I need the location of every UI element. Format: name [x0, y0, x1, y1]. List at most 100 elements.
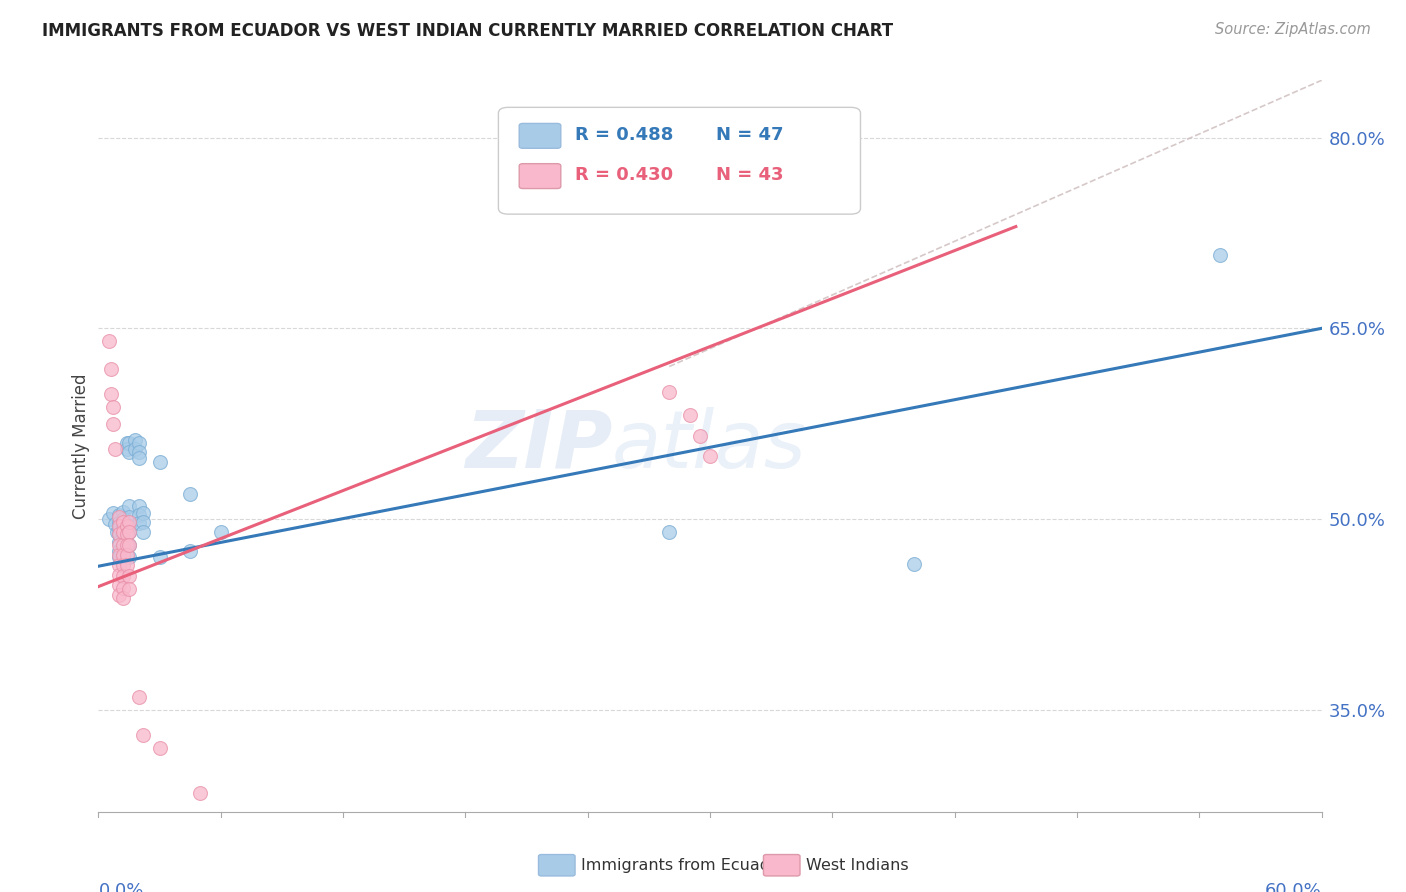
Point: [128, 508, 150, 523]
Point: [903, 557, 925, 571]
Point: [128, 690, 150, 705]
Text: ZIP: ZIP: [465, 407, 612, 485]
Point: [149, 455, 172, 469]
Point: [104, 517, 127, 532]
Point: [108, 589, 131, 603]
Point: [108, 535, 131, 549]
Point: [118, 538, 141, 552]
Text: N = 47: N = 47: [716, 126, 783, 145]
Point: [128, 500, 150, 514]
Point: [111, 591, 134, 605]
Point: [149, 550, 172, 565]
Point: [209, 524, 232, 539]
Point: [111, 518, 134, 533]
Point: [111, 581, 134, 595]
Point: [699, 449, 721, 463]
Point: [679, 408, 702, 422]
Point: [111, 538, 134, 552]
Point: [149, 741, 172, 756]
Point: [101, 401, 124, 415]
Point: [115, 518, 138, 533]
Point: [128, 451, 150, 466]
Point: [115, 442, 138, 457]
Point: [118, 515, 141, 529]
Text: N = 43: N = 43: [716, 167, 783, 185]
Point: [658, 384, 681, 399]
Point: [108, 521, 131, 535]
Text: Immigrants from Ecuador: Immigrants from Ecuador: [581, 858, 786, 872]
Point: [108, 518, 131, 533]
Point: [179, 544, 201, 558]
FancyBboxPatch shape: [519, 123, 561, 148]
Point: [118, 538, 141, 552]
Point: [124, 442, 146, 457]
Point: [118, 569, 141, 583]
Point: [101, 506, 124, 520]
Point: [115, 558, 138, 572]
Point: [188, 786, 212, 800]
Point: [111, 558, 134, 572]
Point: [101, 417, 124, 431]
Point: [124, 434, 146, 448]
Point: [179, 486, 201, 500]
Point: [118, 509, 141, 524]
Point: [108, 516, 131, 530]
Text: 60.0%: 60.0%: [1265, 881, 1322, 892]
Point: [108, 558, 131, 572]
Point: [118, 524, 141, 539]
Text: R = 0.488: R = 0.488: [575, 126, 673, 145]
Point: [658, 524, 681, 539]
Point: [108, 550, 131, 565]
Point: [118, 524, 141, 539]
Point: [105, 524, 128, 539]
Point: [111, 512, 134, 526]
FancyBboxPatch shape: [498, 107, 860, 214]
Point: [111, 548, 134, 562]
Point: [104, 442, 127, 457]
Point: [111, 504, 134, 518]
Text: West Indians: West Indians: [806, 858, 908, 872]
Point: [97, 512, 120, 526]
Point: [132, 515, 155, 529]
Point: [108, 538, 131, 552]
Y-axis label: Currently Married: Currently Married: [72, 373, 90, 519]
Point: [132, 506, 155, 520]
Text: IMMIGRANTS FROM ECUADOR VS WEST INDIAN CURRENTLY MARRIED CORRELATION CHART: IMMIGRANTS FROM ECUADOR VS WEST INDIAN C…: [42, 22, 893, 40]
Text: atlas: atlas: [612, 407, 807, 485]
Point: [100, 387, 122, 401]
Point: [132, 728, 155, 742]
Point: [118, 550, 141, 565]
Text: 0.0%: 0.0%: [98, 881, 143, 892]
Point: [115, 527, 138, 541]
Text: R = 0.430: R = 0.430: [575, 167, 673, 185]
FancyBboxPatch shape: [519, 163, 561, 188]
Point: [128, 435, 150, 450]
Point: [118, 444, 141, 458]
Point: [128, 516, 150, 530]
Point: [118, 582, 141, 596]
Point: [97, 334, 120, 348]
Point: [108, 568, 131, 582]
Point: [111, 524, 134, 539]
Point: [128, 444, 150, 458]
Point: [689, 429, 711, 443]
Point: [118, 435, 141, 450]
Point: [132, 524, 155, 539]
Point: [108, 544, 131, 558]
Point: [108, 527, 131, 541]
Point: [111, 569, 134, 583]
Point: [108, 527, 131, 541]
Point: [111, 515, 134, 529]
Point: [118, 518, 141, 533]
Point: [118, 500, 141, 514]
Text: Source: ZipAtlas.com: Source: ZipAtlas.com: [1215, 22, 1371, 37]
Point: [115, 548, 138, 562]
Point: [108, 548, 131, 562]
Point: [1209, 247, 1232, 261]
Point: [100, 362, 122, 376]
Point: [108, 509, 131, 524]
Point: [111, 527, 134, 541]
Point: [108, 508, 131, 523]
Point: [108, 578, 131, 592]
Point: [115, 538, 138, 552]
